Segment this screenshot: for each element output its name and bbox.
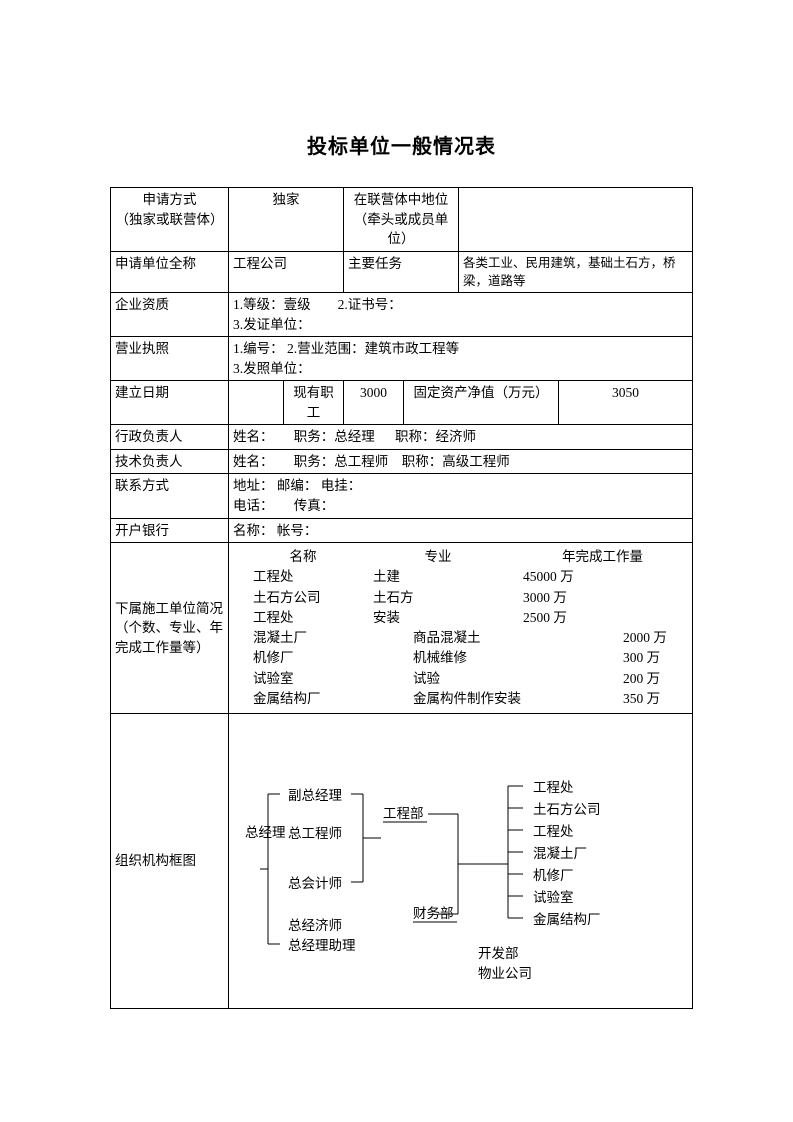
org-root: 总经理 (245, 824, 259, 842)
sub-row: 工程处土建45000 万 (253, 567, 682, 587)
org-node: 工程处 (533, 778, 574, 798)
r7-val: 姓名： 职务：总工程师 职称：高级工程师 (229, 449, 693, 474)
r5-label3: 固定资产净值（万元） (404, 381, 559, 425)
r4-val: 1.编号： 2.营业范围：建筑市政工程等 3.发照单位： (229, 337, 693, 381)
r2-val1: 工程公司 (229, 251, 344, 292)
org-node: 工程处 (533, 822, 574, 842)
org-node: 总工程师 (288, 824, 342, 844)
sub-row: 机修厂机械维修300 万 (253, 648, 682, 668)
r5-label2: 现有职工 (284, 381, 344, 425)
org-body: 总经理 副总经理总工程师总会计师总经济师总经理助理 工程部财务部开发部物业公司 工程处… (229, 714, 693, 1009)
org-label: 组织机构框图 (111, 714, 229, 1009)
r2-val2: 各类工业、民用建筑，基础土石方，桥梁，道路等 (459, 251, 693, 292)
org-node: 开发部 (478, 944, 519, 964)
r4-label: 营业执照 (111, 337, 229, 381)
r9-val: 名称： 帐号： (229, 518, 693, 543)
r1-val1: 独家 (229, 188, 344, 252)
page-title: 投标单位一般情况表 (110, 130, 693, 159)
r3-label: 企业资质 (111, 292, 229, 336)
r5-val2: 3000 (344, 381, 404, 425)
org-node: 物业公司 (478, 964, 532, 984)
org-node: 副总经理 (288, 786, 342, 806)
r5-label: 建立日期 (111, 381, 229, 425)
r2-label2: 主要任务 (344, 251, 459, 292)
r1-val2 (459, 188, 693, 252)
org-node: 总经理助理 (288, 936, 356, 956)
org-node: 混凝土厂 (533, 844, 587, 864)
org-node: 试验室 (533, 888, 574, 908)
r3-val: 1.等级：壹级 2.证书号： 3.发证单位： (229, 292, 693, 336)
r8-val: 地址： 邮编： 电挂： 电话： 传真： (229, 474, 693, 518)
sub-row: 混凝土厂商品混凝土2000 万 (253, 628, 682, 648)
r5-val3: 3050 (559, 381, 693, 425)
sub-row: 土石方公司土石方3000 万 (253, 588, 682, 608)
r9-label: 开户银行 (111, 518, 229, 543)
r6-label: 行政负责人 (111, 425, 229, 450)
org-node: 总会计师 (288, 874, 342, 894)
sub-row: 金属结构厂金属构件制作安装350 万 (253, 689, 682, 709)
org-node: 总经济师 (288, 916, 342, 936)
sub-row: 工程处安装2500 万 (253, 608, 682, 628)
r2-label: 申请单位全称 (111, 251, 229, 292)
org-node: 财务部 (413, 904, 454, 924)
sub-label: 下属施工单位简况（个数、专业、年完成工作量等） (111, 543, 229, 714)
sub-row: 试验室试验200 万 (253, 669, 682, 689)
r8-label: 联系方式 (111, 474, 229, 518)
main-table: 申请方式 （独家或联营体） 独家 在联营体中地位 （牵头或成员单位） 申请单位全… (110, 187, 693, 1009)
org-node: 工程部 (383, 804, 424, 824)
r5-val1 (229, 381, 284, 425)
org-node: 金属结构厂 (533, 910, 601, 930)
org-node: 土石方公司 (533, 800, 601, 820)
r7-label: 技术负责人 (111, 449, 229, 474)
r1-label2: 在联营体中地位 （牵头或成员单位） (344, 188, 459, 252)
org-node: 机修厂 (533, 866, 574, 886)
r1-label: 申请方式 （独家或联营体） (111, 188, 229, 252)
r6-val: 姓名： 职务：总经理 职称：经济师 (229, 425, 693, 450)
sub-body: 名称 专业 年完成工作量 工程处土建45000 万土石方公司土石方3000 万工… (229, 543, 693, 714)
